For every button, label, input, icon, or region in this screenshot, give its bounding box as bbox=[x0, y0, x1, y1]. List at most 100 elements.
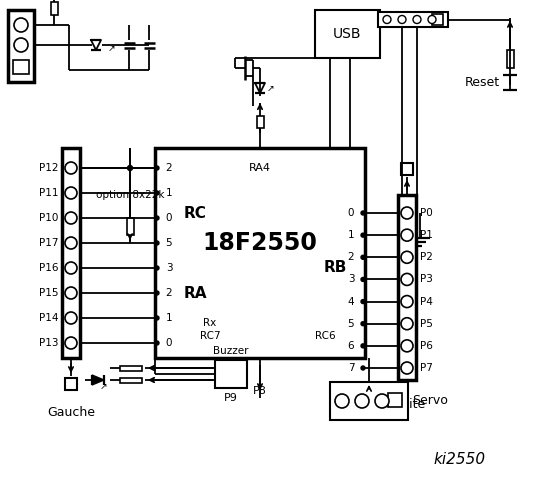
Bar bbox=[65, 378, 77, 390]
Text: $\nearrow$: $\nearrow$ bbox=[106, 44, 116, 53]
Text: Servo: Servo bbox=[412, 395, 448, 408]
Text: P12: P12 bbox=[39, 163, 58, 173]
Text: 5: 5 bbox=[348, 319, 354, 329]
Text: $\nearrow$: $\nearrow$ bbox=[265, 84, 275, 93]
Bar bbox=[388, 393, 402, 407]
Text: 18F2550: 18F2550 bbox=[202, 231, 317, 255]
Circle shape bbox=[65, 212, 77, 224]
Bar bbox=[215, 360, 247, 388]
Text: 0: 0 bbox=[166, 213, 172, 223]
Text: Rx: Rx bbox=[204, 318, 217, 328]
Text: P3: P3 bbox=[420, 275, 433, 285]
Circle shape bbox=[361, 233, 365, 237]
Text: 1: 1 bbox=[348, 230, 354, 240]
Circle shape bbox=[398, 15, 406, 24]
Circle shape bbox=[155, 166, 159, 170]
Text: P6: P6 bbox=[420, 341, 433, 351]
Circle shape bbox=[401, 296, 413, 308]
Bar bbox=[120, 365, 142, 371]
Circle shape bbox=[361, 344, 365, 348]
Text: P9: P9 bbox=[224, 393, 238, 403]
Text: RC6: RC6 bbox=[315, 331, 335, 341]
Text: P1: P1 bbox=[420, 230, 433, 240]
Circle shape bbox=[401, 340, 413, 352]
Bar bbox=[401, 163, 413, 175]
Circle shape bbox=[335, 394, 349, 408]
Text: P2: P2 bbox=[420, 252, 433, 262]
Text: Reset: Reset bbox=[465, 75, 500, 88]
Text: P15: P15 bbox=[39, 288, 58, 298]
Bar bbox=[507, 50, 514, 68]
Circle shape bbox=[401, 207, 413, 219]
Circle shape bbox=[155, 291, 159, 295]
Circle shape bbox=[361, 211, 365, 215]
Text: P4: P4 bbox=[420, 297, 433, 307]
Circle shape bbox=[65, 187, 77, 199]
Bar bbox=[13, 60, 29, 74]
Text: 1: 1 bbox=[166, 188, 173, 198]
Bar bbox=[120, 377, 142, 383]
Circle shape bbox=[361, 255, 365, 259]
Bar bbox=[432, 14, 443, 25]
Text: RC: RC bbox=[184, 205, 206, 220]
Circle shape bbox=[155, 191, 159, 195]
Circle shape bbox=[14, 18, 28, 32]
Circle shape bbox=[65, 337, 77, 349]
Polygon shape bbox=[92, 375, 104, 385]
Text: 0: 0 bbox=[348, 208, 354, 218]
Bar bbox=[315, 10, 380, 58]
Bar bbox=[155, 148, 365, 358]
Circle shape bbox=[361, 300, 365, 303]
Text: P16: P16 bbox=[39, 263, 58, 273]
Text: 5: 5 bbox=[166, 238, 173, 248]
Text: P17: P17 bbox=[39, 238, 58, 248]
Text: P0: P0 bbox=[420, 208, 433, 218]
Circle shape bbox=[401, 252, 413, 264]
Circle shape bbox=[361, 322, 365, 326]
Circle shape bbox=[128, 166, 133, 170]
Circle shape bbox=[401, 318, 413, 330]
Text: 0: 0 bbox=[166, 338, 172, 348]
Circle shape bbox=[155, 216, 159, 220]
Text: 2: 2 bbox=[348, 252, 354, 262]
Circle shape bbox=[428, 15, 436, 24]
Text: Droite: Droite bbox=[388, 398, 426, 411]
Circle shape bbox=[361, 366, 365, 370]
Text: 2: 2 bbox=[166, 288, 173, 298]
Bar bbox=[378, 12, 448, 27]
Circle shape bbox=[155, 266, 159, 270]
Bar bbox=[8, 10, 34, 82]
Circle shape bbox=[65, 312, 77, 324]
Circle shape bbox=[413, 15, 421, 24]
Text: 6: 6 bbox=[348, 341, 354, 351]
Circle shape bbox=[355, 394, 369, 408]
Circle shape bbox=[155, 316, 159, 320]
Text: P14: P14 bbox=[39, 313, 58, 323]
Circle shape bbox=[65, 237, 77, 249]
Text: Buzzer: Buzzer bbox=[213, 346, 249, 356]
Bar bbox=[50, 2, 58, 15]
Text: ki2550: ki2550 bbox=[434, 453, 486, 468]
Circle shape bbox=[383, 15, 391, 24]
Circle shape bbox=[155, 241, 159, 245]
Circle shape bbox=[155, 341, 159, 345]
Text: 3: 3 bbox=[348, 275, 354, 285]
Text: P13: P13 bbox=[39, 338, 58, 348]
Text: P11: P11 bbox=[39, 188, 58, 198]
Text: 4: 4 bbox=[348, 297, 354, 307]
Text: 2: 2 bbox=[166, 163, 173, 173]
Circle shape bbox=[401, 362, 413, 374]
Text: 7: 7 bbox=[348, 363, 354, 373]
Bar bbox=[330, 382, 408, 420]
Bar bbox=[127, 218, 133, 235]
Text: Gauche: Gauche bbox=[47, 406, 95, 419]
Text: USB: USB bbox=[333, 27, 362, 41]
Text: $\nearrow$: $\nearrow$ bbox=[98, 382, 108, 391]
Text: RC7: RC7 bbox=[200, 331, 220, 341]
Circle shape bbox=[401, 229, 413, 241]
Text: P5: P5 bbox=[420, 319, 433, 329]
Text: P10: P10 bbox=[39, 213, 58, 223]
Circle shape bbox=[14, 38, 28, 52]
Circle shape bbox=[375, 394, 389, 408]
Text: RA: RA bbox=[183, 286, 207, 300]
